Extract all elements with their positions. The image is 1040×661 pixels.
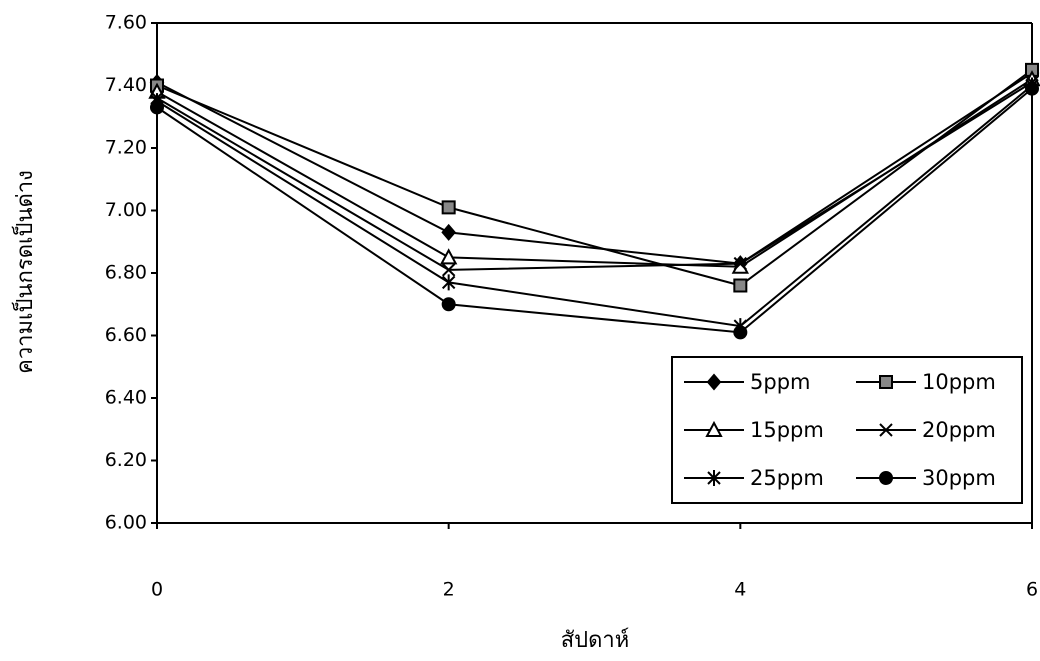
legend-marker — [880, 376, 892, 388]
x-axis-label: สัปดาห์ — [561, 628, 630, 653]
y-tick-label: 7.40 — [105, 74, 147, 96]
legend-label: 15ppm — [750, 418, 824, 442]
data-point — [443, 298, 455, 310]
data-point — [1026, 83, 1038, 95]
data-point — [734, 280, 746, 292]
y-tick-label: 7.00 — [105, 199, 147, 221]
series-line — [157, 89, 1032, 333]
y-tick-label: 7.20 — [105, 137, 147, 159]
y-tick-label: 6.80 — [105, 262, 147, 284]
series-line — [157, 73, 1032, 264]
legend-marker — [880, 472, 892, 484]
x-tick-label: 2 — [443, 579, 455, 601]
y-tick-label: 6.20 — [105, 449, 147, 471]
series-line — [157, 70, 1032, 286]
legend-label: 25ppm — [750, 466, 824, 490]
x-tick-label: 0 — [151, 579, 163, 601]
chart: สัปดาห์ ความเป็นกรดเป็นด่าง 6.00 6.20 6.40… — [0, 0, 1040, 661]
legend-label: 20ppm — [922, 418, 996, 442]
series-line — [157, 82, 1032, 270]
y-tick-label: 7.60 — [105, 12, 147, 34]
data-point — [443, 201, 455, 213]
y-axis-label: ความเป็นกรดเป็นด่าง — [10, 170, 38, 374]
x-tick-label: 6 — [1026, 579, 1038, 601]
y-tick-label: 6.60 — [105, 324, 147, 346]
series-line — [157, 86, 1032, 327]
legend-label: 5ppm — [750, 370, 810, 394]
series-line — [157, 79, 1032, 267]
y-tick-label: 6.00 — [105, 512, 147, 534]
legend-label: 30ppm — [922, 466, 996, 490]
data-point — [734, 326, 746, 338]
legend-label: 10ppm — [922, 370, 996, 394]
x-tick-label: 4 — [734, 579, 746, 601]
y-tick-label: 6.40 — [105, 387, 147, 409]
data-point — [443, 225, 455, 239]
data-point — [151, 101, 163, 113]
